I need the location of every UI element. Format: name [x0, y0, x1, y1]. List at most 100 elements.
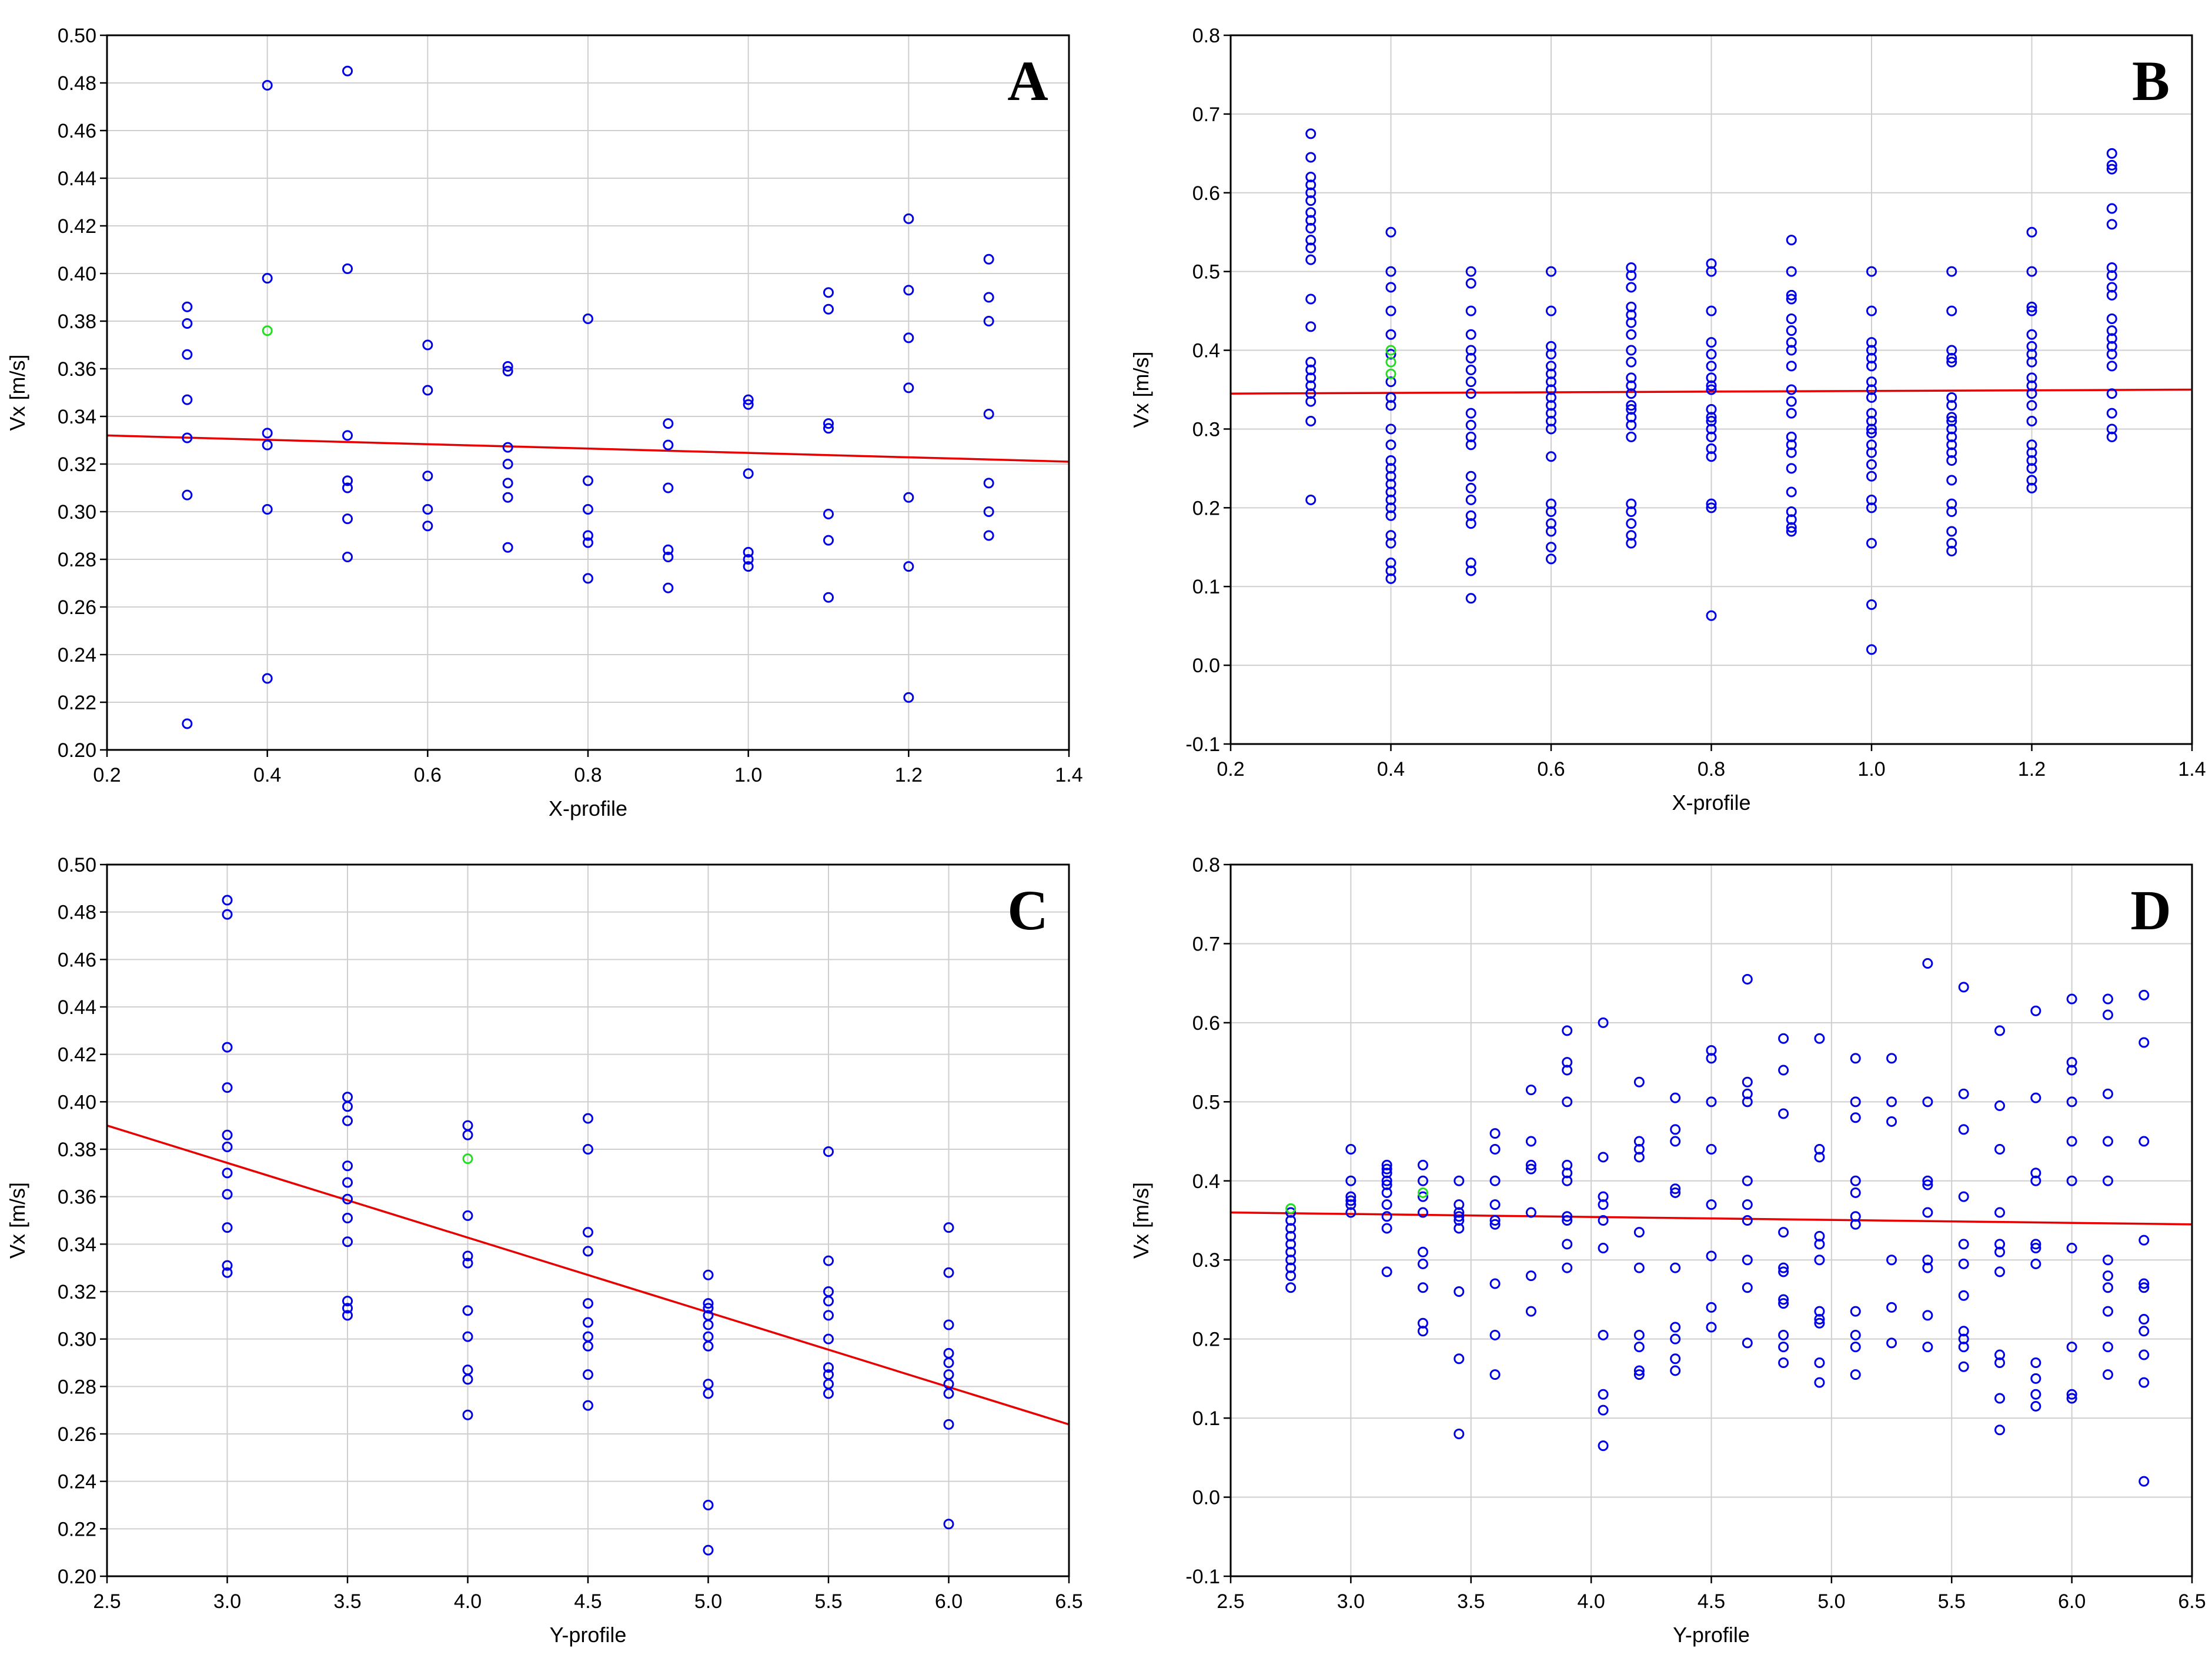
y-tick-label: 0.42 [58, 1044, 96, 1066]
data-point [1706, 1199, 1717, 1210]
data-point [1866, 494, 1877, 505]
data-point [1546, 384, 1556, 395]
data-point [1305, 152, 1316, 163]
data-point [222, 909, 233, 920]
data-point [1946, 545, 1957, 556]
data-point [1946, 416, 1957, 427]
data-point [2106, 270, 2117, 281]
data-point [1381, 1187, 1392, 1198]
data-point [2106, 333, 2117, 344]
data-point [1546, 305, 1556, 316]
data-point [1922, 1096, 1933, 1107]
data-point [342, 1236, 353, 1247]
data-point [1886, 1337, 1897, 1349]
data-point [2106, 148, 2117, 159]
data-point [1345, 1175, 1356, 1186]
x-tick-label: 0.6 [414, 764, 442, 786]
data-point [1786, 431, 1797, 442]
data-point [1706, 403, 1717, 415]
data-point [1778, 1108, 1789, 1119]
x-tick-label: 5.5 [814, 1590, 842, 1613]
data-point [2102, 1175, 2113, 1186]
x-tick-label: 2.5 [93, 1590, 121, 1613]
data-point [983, 292, 994, 303]
data-point [1305, 172, 1316, 182]
data-point [903, 285, 914, 296]
data-point [342, 1212, 353, 1223]
data-point [1381, 1266, 1392, 1277]
data-point [2106, 289, 2117, 301]
data-point [1994, 1266, 2005, 1277]
data-point [1546, 416, 1556, 427]
data-point [1994, 1025, 2005, 1036]
data-point [502, 478, 513, 489]
data-point [1866, 266, 1877, 277]
data-point [1546, 368, 1556, 379]
y-tick-label: 0.3 [1192, 1249, 1220, 1272]
data-point [1866, 408, 1877, 419]
data-point [1814, 1144, 1825, 1155]
data-point [2026, 349, 2037, 360]
data-point [1670, 1365, 1681, 1376]
data-point [1633, 1136, 1645, 1147]
data-point [2026, 372, 2037, 383]
data-point [1706, 266, 1717, 277]
data-point [663, 439, 674, 451]
data-point [663, 582, 674, 593]
data-point [1465, 419, 1476, 431]
data-point [943, 1267, 954, 1278]
data-point [1305, 321, 1316, 332]
data-point [1742, 973, 1753, 985]
data-point [342, 430, 353, 441]
y-tick-label: 0.34 [58, 1233, 96, 1256]
data-point [1946, 455, 1957, 466]
data-point [2026, 305, 2037, 316]
data-point [1546, 408, 1556, 419]
data-point [1546, 518, 1556, 529]
data-point [703, 1340, 714, 1352]
data-point [182, 349, 193, 360]
panel-b: 0.2 0.4 0.6 0.8 1.0 1.2 1.4 -0.1 0.0 0.1 0.2 0.3 0.4… [1129, 25, 2206, 815]
data-point [1946, 439, 1957, 451]
data-point [1525, 1306, 1536, 1317]
data-point [1546, 506, 1556, 518]
x-tick-label: 1.0 [734, 764, 762, 786]
data-point [1706, 305, 1717, 316]
data-point [1742, 1199, 1753, 1210]
data-point [2106, 219, 2117, 230]
data-point [1850, 1306, 1861, 1317]
data-point [342, 1310, 353, 1321]
data-point [1958, 1191, 1969, 1202]
data-point [1626, 518, 1637, 529]
data-point [1465, 494, 1476, 505]
data-point [1453, 1207, 1465, 1218]
data-point [943, 1357, 954, 1368]
data-point [1385, 266, 1396, 277]
data-point [1786, 337, 1797, 348]
data-point [222, 1167, 233, 1179]
data-point [2066, 1389, 2077, 1400]
highlight-point [1385, 368, 1396, 379]
data-point [1866, 644, 1877, 655]
regression-line [106, 1124, 1070, 1426]
data-point [2030, 1258, 2041, 1269]
data-point [1786, 408, 1797, 419]
data-point [1994, 1357, 2005, 1368]
data-point [823, 1146, 834, 1157]
data-point [1385, 423, 1396, 435]
y-tick-label: 0.32 [58, 453, 96, 476]
data-point [1562, 1175, 1573, 1186]
data-point [943, 1319, 954, 1330]
data-point [1465, 482, 1476, 493]
data-point [1778, 1266, 1789, 1277]
data-point [1633, 1076, 1645, 1087]
data-point [1465, 376, 1476, 388]
data-point [1706, 1144, 1717, 1155]
data-point [1562, 1215, 1573, 1226]
data-point [1850, 1053, 1861, 1064]
data-point [1418, 1159, 1428, 1170]
data-point [823, 509, 834, 520]
data-point [1633, 1152, 1645, 1163]
data-point [1305, 293, 1316, 305]
data-point [2026, 388, 2037, 399]
